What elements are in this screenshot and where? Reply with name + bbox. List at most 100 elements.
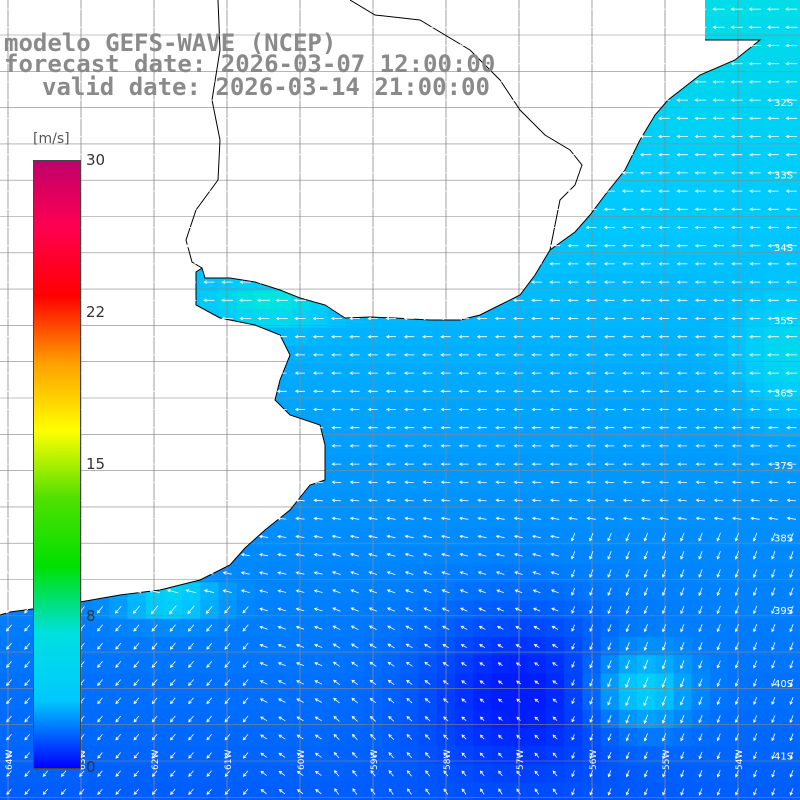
wind-arrow [258,353,269,357]
wind-arrow [221,334,233,339]
wind-arrow [112,353,124,357]
wind-arrow [479,680,485,685]
wind-arrow [731,516,742,521]
wind-arrow [349,280,360,284]
wind-arrow [403,262,415,266]
wind-arrow [185,316,197,321]
wind-arrow [111,7,124,11]
wind-arrow [240,389,251,394]
wind-speed-cell [18,746,37,765]
wind-arrow [115,715,122,723]
wind-arrow [93,61,106,66]
wind-arrow [312,171,324,175]
wind-arrow [148,61,161,66]
wind-arrow [531,498,542,503]
wind-arrow [607,660,612,669]
wind-arrow [753,642,758,651]
wind-arrow [221,61,234,66]
wind-arrow [296,788,304,795]
wind-arrow [695,498,706,503]
wind-arrow [512,61,525,66]
wind-arrow [680,642,685,651]
wind-arrow [494,353,506,357]
wind-arrow [221,116,233,121]
wind-arrow [348,80,361,84]
wind-arrow [185,480,196,485]
wind-arrow [549,189,561,193]
wind-arrow [530,134,543,139]
wind-arrow [331,407,342,412]
wind-arrow [242,752,249,759]
wind-arrow [421,116,434,121]
wind-arrow [734,605,739,615]
wind-arrow [585,134,597,139]
wind-arrow [259,625,268,630]
wind-arrow [312,262,324,266]
wind-arrow [771,642,776,651]
wind-arrow [204,498,214,503]
wind-arrow [166,207,179,212]
wind-arrow [367,280,379,284]
wind-speed-cell [218,709,238,729]
wind-arrow [604,444,615,448]
wind-arrow [439,25,452,30]
wind-arrow [644,770,648,778]
wind-arrow [439,98,452,102]
wind-arrow [97,697,103,705]
wind-arrow [644,788,648,796]
wind-arrow [549,262,561,266]
wind-arrow [532,552,541,557]
wind-arrow [350,571,359,575]
wind-arrow [658,462,669,466]
wind-speed-cell [254,782,274,800]
wind-arrow [604,389,615,394]
wind-arrow [167,516,178,521]
wind-arrow [403,171,415,175]
wind-arrow [658,425,669,430]
wind-arrow [785,207,797,212]
wind-arrow [589,715,594,723]
wind-arrow [676,61,689,66]
wind-arrow [22,480,32,485]
wind-arrow [151,624,158,632]
wind-speed-cell [109,673,128,693]
wind-arrow [713,262,724,266]
wind-arrow [695,371,706,375]
wind-arrow [366,7,379,11]
wind-arrow [257,25,270,30]
wind-arrow [22,498,32,503]
wind-arrow [149,353,160,357]
wind-arrow [185,571,196,575]
wind-arrow [657,80,670,84]
wind-arrow [295,662,305,667]
wind-arrow [206,752,212,759]
wind-arrow [130,43,143,48]
wind-arrow [549,425,560,430]
wind-arrow [789,605,794,615]
wind-arrow [621,134,634,139]
wind-arrow [130,353,142,357]
wind-arrow [24,679,31,687]
wind-arrow [603,134,616,139]
wind-arrow [531,480,542,485]
wind-arrow [603,43,616,48]
wind-arrow [731,262,743,266]
wind-arrow [625,695,631,707]
wind-arrow [585,298,597,303]
wind-arrow [203,262,215,266]
wind-arrow [440,480,451,485]
wind-arrow [695,516,706,521]
wind-speed-cell [91,600,110,620]
wind-arrow [730,116,743,121]
wind-arrow [494,152,506,157]
wind-arrow [676,80,688,84]
wind-arrow [586,462,596,466]
wind-arrow [658,171,670,175]
wind-arrow [676,316,688,321]
wind-speed-cell [236,655,256,674]
wind-arrow [314,734,322,740]
wind-arrow [313,498,323,503]
wind-speed-cell [109,764,128,784]
wind-arrow [712,7,725,11]
wind-arrow [676,334,688,339]
